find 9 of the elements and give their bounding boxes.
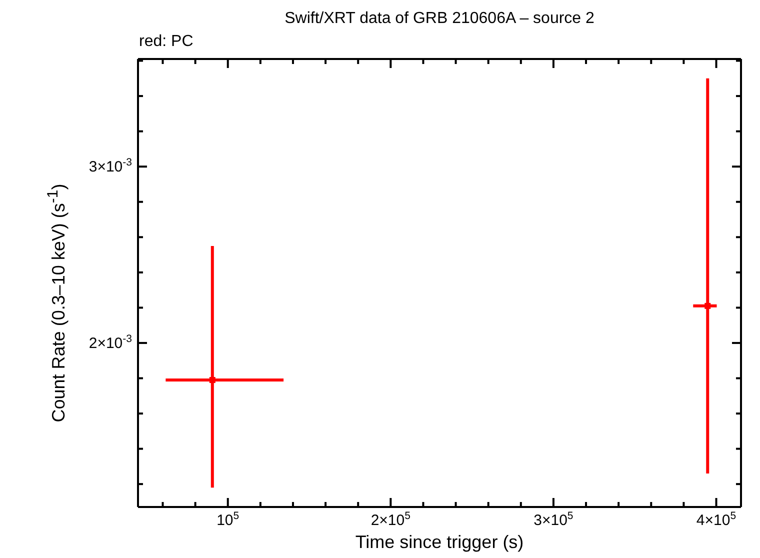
y-tick-label: 3×10$^{-3}$ bbox=[88, 156, 132, 176]
x-tick-label: 10$^{5}$ bbox=[216, 510, 240, 529]
text: red: PC bbox=[139, 33, 194, 51]
x-tick-label: 2×10$^{5}$ bbox=[370, 510, 411, 529]
x-axis-title: Time since trigger (s) bbox=[354, 532, 525, 553]
x-tick-label: 4×10$^{5}$ bbox=[696, 510, 736, 529]
x-tick-label: 3×10$^{5}$ bbox=[534, 510, 574, 529]
chart-title: Swift/XRT data of GRB 210606A – source 2 bbox=[284, 10, 596, 28]
y-tick-label: 2×10$^{-3}$ bbox=[88, 332, 132, 352]
